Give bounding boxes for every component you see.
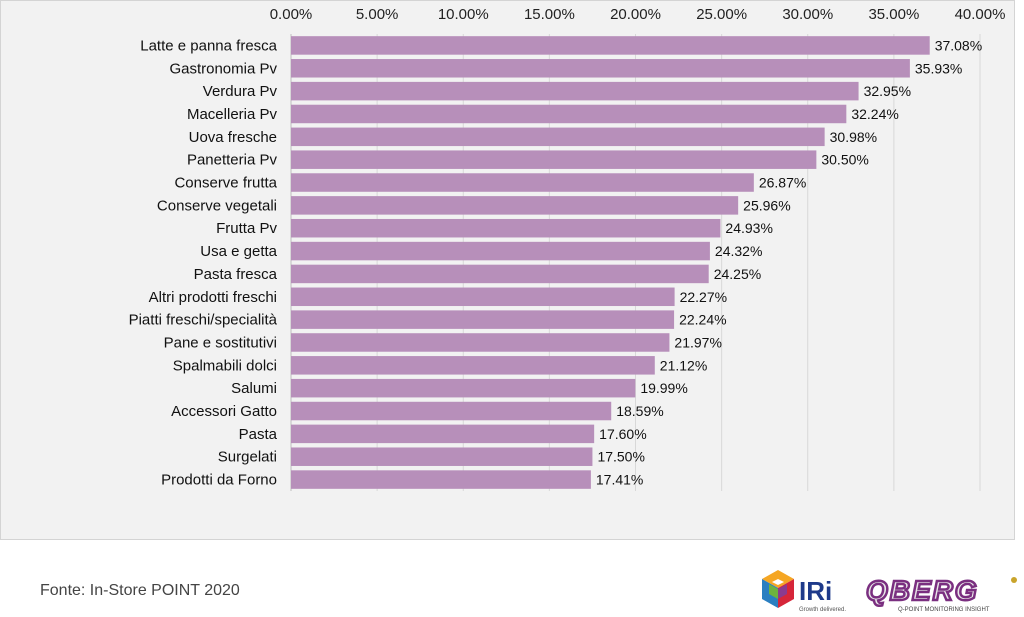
x-tick-label: 10.00%: [438, 6, 489, 23]
category-label: Latte e panna fresca: [140, 37, 277, 54]
x-axis-ticks: 0.00% 5.00% 10.00% 15.00% 20.00% 25.00% 30.00%…: [270, 6, 1006, 23]
bar-chart: 0.00% 5.00% 10.00% 15.00% 20.00% 25.00% 30.00%…: [129, 6, 1006, 491]
x-tick-label: 15.00%: [524, 6, 575, 23]
data-label: 21.97%: [674, 334, 721, 350]
bar: [291, 196, 739, 215]
x-tick-label: 40.00%: [955, 6, 1006, 23]
x-tick-label: 30.00%: [782, 6, 833, 23]
bar: [291, 470, 591, 489]
data-label: 30.98%: [830, 129, 877, 145]
category-label: Uova fresche: [189, 129, 277, 146]
bar: [291, 287, 675, 307]
bar: [291, 310, 675, 329]
bar: [291, 401, 612, 421]
data-label: 22.27%: [680, 289, 727, 305]
bar: [291, 127, 825, 147]
x-tick-label: 20.00%: [610, 6, 661, 23]
data-label: 18.59%: [616, 403, 663, 419]
category-label: Usa e getta: [200, 243, 277, 260]
bar: [291, 447, 593, 466]
bar: [291, 104, 847, 124]
iri-cube-icon: [762, 570, 794, 608]
data-label: 32.95%: [864, 83, 911, 99]
data-label: 32.24%: [851, 106, 898, 122]
category-label: Conserve frutta: [174, 175, 277, 192]
bar: [291, 378, 636, 398]
bar: [291, 264, 709, 284]
category-label: Gastronomia Pv: [169, 60, 277, 77]
data-label: 24.32%: [715, 243, 762, 259]
category-label: Pane e sostitutivi: [164, 334, 277, 351]
value-labels: 37.08% 35.93%32.95% 32.24% 30.98% 30.50% 26.8…: [596, 37, 982, 487]
category-label: Panetteria Pv: [187, 152, 278, 169]
iri-logo: IRi Growth delivered.: [762, 570, 846, 613]
x-tick-label: 35.00%: [868, 6, 919, 23]
bars: [291, 36, 930, 489]
iri-wordmark: IRi: [799, 576, 832, 606]
bar: [291, 59, 910, 78]
category-label: Spalmabili dolci: [173, 357, 277, 374]
bar: [291, 150, 817, 169]
data-label: 30.50%: [821, 152, 868, 168]
data-label: 17.50%: [597, 449, 644, 465]
category-label: Salumi: [231, 380, 277, 397]
bar: [291, 173, 754, 192]
data-label: 19.99%: [640, 380, 687, 396]
category-label: Verdura Pv: [203, 83, 278, 100]
bar: [291, 81, 859, 101]
data-label: 24.25%: [714, 266, 761, 282]
qberg-logo: QBERG Q-POINT MONITORING INSIGHT: [865, 574, 1017, 613]
category-label: Pasta fresca: [194, 266, 278, 283]
category-label: Frutta Pv: [216, 220, 277, 237]
bar: [291, 36, 930, 55]
category-labels: Latte e panna fresca Gastronomia Pv Verdur…: [129, 37, 278, 488]
category-label: Conserve vegetali: [157, 197, 277, 214]
qberg-tagline: Q-POINT MONITORING INSIGHT: [898, 607, 990, 613]
data-label: 35.93%: [915, 60, 962, 76]
category-label: Piatti freschi/specialità: [129, 312, 278, 329]
grid-lines: [290, 34, 981, 491]
category-label: Macelleria Pv: [187, 106, 278, 123]
chart-panel: 0.00% 5.00% 10.00% 15.00% 20.00% 25.00% 30.00%…: [0, 0, 1015, 540]
data-label: 37.08%: [935, 37, 982, 53]
data-label: 17.60%: [599, 426, 646, 442]
data-label: 24.93%: [725, 220, 772, 236]
category-label: Altri prodotti freschi: [149, 289, 277, 306]
category-label: Prodotti da Forno: [161, 472, 277, 489]
category-label: Pasta: [239, 426, 278, 443]
x-tick-label: 5.00%: [356, 6, 399, 23]
bar: [291, 241, 710, 261]
category-label: Accessori Gatto: [171, 403, 277, 420]
x-tick-label: 25.00%: [696, 6, 747, 23]
data-label: 26.87%: [759, 175, 806, 191]
bar: [291, 356, 655, 375]
qberg-dot-icon: [1011, 577, 1017, 583]
x-tick-label: 0.00%: [270, 6, 313, 23]
data-label: 25.96%: [743, 197, 790, 213]
iri-tagline: Growth delivered.: [799, 607, 846, 613]
bar: [291, 333, 670, 352]
data-label: 22.24%: [679, 312, 726, 328]
data-label: 17.41%: [596, 472, 643, 488]
bar: [291, 218, 721, 238]
data-label: 21.12%: [660, 357, 707, 373]
source-note: Fonte: In-Store POINT 2020: [40, 582, 240, 599]
bar: [291, 424, 595, 444]
category-label: Surgelati: [218, 449, 277, 466]
qberg-wordmark: QBERG: [866, 575, 979, 606]
